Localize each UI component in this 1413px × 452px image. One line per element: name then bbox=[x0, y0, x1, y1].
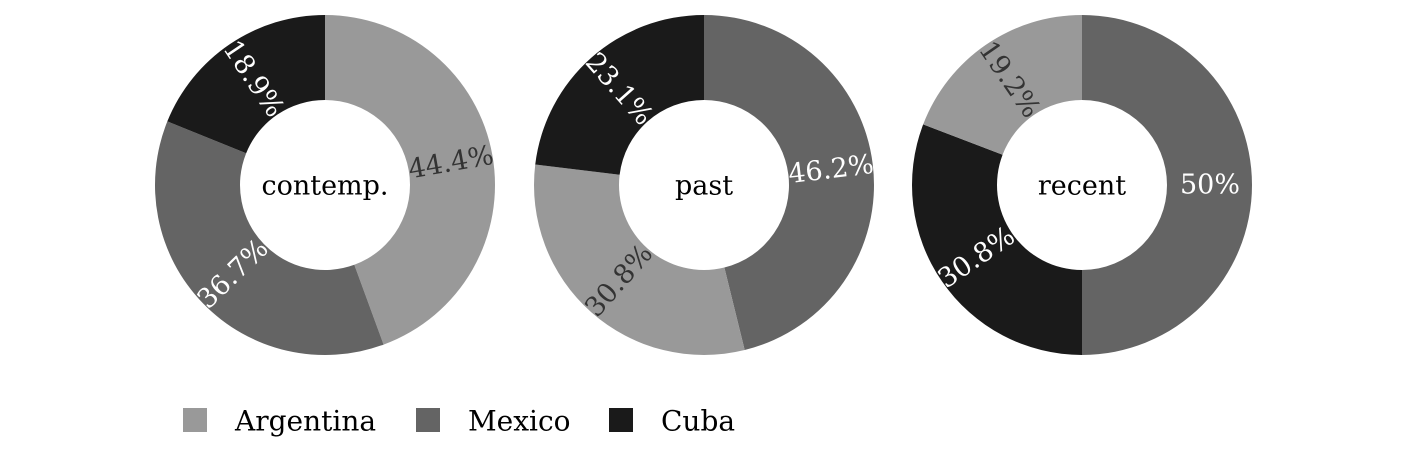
legend-label-argentina: Argentina bbox=[234, 405, 376, 438]
legend-swatch-mexico bbox=[416, 408, 440, 432]
legend-label-cuba: Cuba bbox=[661, 405, 735, 438]
legend-label-mexico: Mexico bbox=[468, 405, 571, 438]
donut-center-label: recent bbox=[1038, 171, 1126, 202]
donut-chart-past: 46.2%30.8%23.1%past bbox=[534, 15, 876, 356]
slice-contemp-cuba bbox=[167, 15, 325, 154]
slice-past-mexico bbox=[704, 15, 875, 351]
legend-swatch-argentina bbox=[183, 408, 207, 432]
slice-past-argentina bbox=[534, 164, 745, 356]
slice-contemp-argentina bbox=[325, 15, 496, 345]
slice-label-recent-mexico: 50% bbox=[1180, 170, 1240, 201]
donut-chart-contemp: 44.4%36.7%18.9%contemp. bbox=[154, 15, 496, 356]
donut-center-label: contemp. bbox=[261, 171, 388, 202]
donut-chart-recent: 50%30.8%19.2%recent bbox=[912, 15, 1252, 356]
legend: Argentina Mexico Cuba bbox=[183, 405, 735, 438]
slice-contemp-mexico bbox=[154, 121, 384, 356]
slice-recent-argentina bbox=[923, 15, 1082, 155]
slice-past-cuba bbox=[535, 15, 704, 175]
legend-swatch-cuba bbox=[609, 408, 633, 432]
slice-recent-cuba bbox=[912, 124, 1082, 356]
slice-recent-mexico bbox=[1082, 15, 1252, 355]
donut-center-label: past bbox=[675, 171, 733, 202]
donut-charts-group: 44.4%36.7%18.9%contemp. 46.2%30.8%23.1%pa… bbox=[154, 15, 1252, 356]
